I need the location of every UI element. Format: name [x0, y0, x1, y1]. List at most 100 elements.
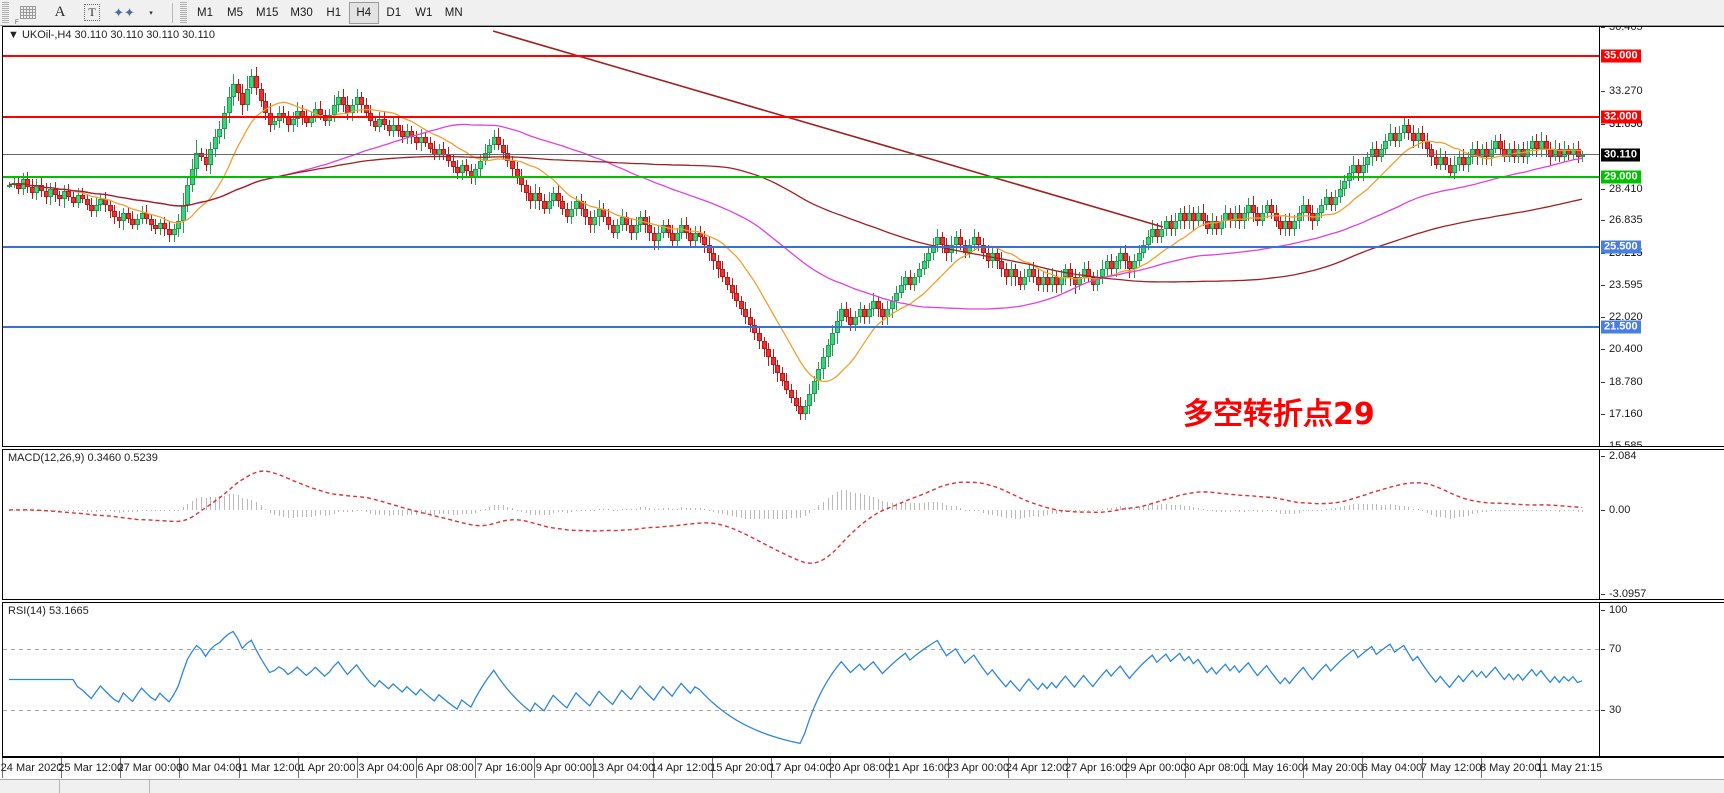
candle-body	[1219, 220, 1224, 229]
macd-histogram-bar	[1166, 503, 1167, 510]
candle-body	[1292, 220, 1297, 229]
candle-body	[926, 253, 931, 262]
macd-histogram-bar	[1344, 506, 1345, 510]
rsi-plot-region[interactable]	[3, 603, 1599, 756]
price-tag-pivot[interactable]: 29.000	[1601, 170, 1641, 184]
price-level-line[interactable]	[3, 326, 1599, 329]
candle-body	[1137, 253, 1142, 262]
chart-annotation-text[interactable]: 多空转折点29	[1183, 397, 1375, 432]
price-tag-support[interactable]: 25.500	[1601, 240, 1641, 254]
candle-body	[771, 357, 776, 366]
macd-histogram-bar	[146, 509, 147, 511]
macd-histogram-bar	[164, 509, 165, 511]
macd-histogram-bar	[1029, 509, 1030, 517]
macd-histogram-bar	[402, 509, 403, 516]
price-level-line[interactable]	[3, 55, 1599, 58]
macd-histogram-bar	[951, 505, 952, 510]
macd-histogram-bar	[46, 509, 47, 512]
timeframe-m1[interactable]: M1	[197, 6, 213, 19]
price-level-line[interactable]	[3, 154, 1599, 156]
macd-histogram-bar	[18, 509, 19, 511]
macd-histogram-bar	[1157, 504, 1158, 510]
timeframe-m30[interactable]: M30	[290, 6, 313, 19]
macd-histogram-bar	[933, 501, 934, 510]
price-plot-region[interactable]: 多空转折点29	[3, 27, 1599, 446]
macd-histogram-bar	[704, 509, 705, 511]
timeframe-h4[interactable]: H4	[348, 1, 379, 24]
macd-histogram-bar	[1061, 509, 1062, 514]
macd-histogram-bar	[23, 509, 24, 511]
chart-toolbar: F A T ✦✦ ▾ M1 M5 M15 M30 H1 H4 D1 W1 MN	[0, 0, 1724, 26]
macd-histogram-bar	[1335, 508, 1336, 510]
time-axis-label: 30 Apr 08:00	[1183, 762, 1246, 774]
price-level-line[interactable]	[3, 115, 1599, 118]
macd-histogram-bar	[768, 509, 769, 520]
price-level-line[interactable]	[3, 246, 1599, 249]
price-axis-tick: 36.465	[1600, 27, 1643, 33]
macd-histogram-bar	[96, 509, 97, 513]
time-axis-tick	[1539, 758, 1541, 778]
shapes-icon[interactable]: ✦✦	[113, 4, 135, 20]
price-level-line[interactable]	[3, 175, 1599, 178]
time-axis[interactable]: 24 Mar 2020 25 Mar 12:00 27 Mar 00:00 30 Ma…	[0, 757, 1724, 779]
macd-pane[interactable]: MACD(12,26,9) 0.3460 0.5239 2.084 0.00 -3.…	[2, 449, 1724, 600]
macd-histogram-bar	[1038, 509, 1039, 517]
timeframe-w1[interactable]: W1	[415, 6, 433, 19]
macd-histogram-bar	[55, 509, 56, 512]
text-font-icon[interactable]: A	[54, 4, 66, 20]
macd-histogram-bar	[219, 496, 220, 510]
macd-histogram-bar	[1559, 509, 1560, 512]
collapse-icon[interactable]: ▼	[8, 29, 19, 41]
candle-body	[739, 301, 744, 310]
candle-body	[821, 357, 826, 370]
candle-body	[1059, 277, 1064, 286]
time-axis-tick	[1007, 758, 1009, 778]
macd-histogram-bar	[457, 509, 458, 516]
price-axis[interactable]: 36.46533.27031.65028.41026.83525.21523.5…	[1599, 27, 1724, 446]
macd-histogram-bar	[677, 508, 678, 510]
macd-histogram-bar	[1143, 506, 1144, 510]
time-axis-tick	[1184, 758, 1186, 778]
candle-body	[711, 253, 716, 262]
rsi-pane[interactable]: RSI(14) 53.1665 100 70 30	[2, 602, 1724, 757]
macd-histogram-bar	[434, 509, 435, 515]
candle-body	[547, 200, 552, 209]
timeframe-group-handle[interactable]	[180, 1, 187, 24]
macd-histogram-bar	[558, 509, 559, 513]
candle-body	[634, 224, 639, 233]
macd-histogram-bar	[878, 498, 879, 510]
macd-histogram-bar	[315, 509, 316, 516]
price-tag-support[interactable]: 21.500	[1601, 320, 1641, 334]
timeframe-mn[interactable]: MN	[444, 6, 463, 19]
chart-area: ▼ UKOil-,H4 30.110 30.110 30.110 30.110 …	[0, 26, 1724, 793]
price-tag-last-price[interactable]: 30.110	[1601, 148, 1641, 162]
macd-histogram-bar	[1148, 505, 1149, 510]
text-label-icon[interactable]: T	[77, 1, 107, 25]
timeframe-h1[interactable]: H1	[326, 6, 342, 19]
macd-histogram-bar	[869, 496, 870, 510]
macd-histogram-bar	[306, 509, 307, 518]
timeframe-m15[interactable]: M15	[256, 6, 279, 19]
macd-histogram-bar	[914, 503, 915, 510]
time-axis-label: 1 Apr 20:00	[299, 762, 356, 774]
macd-histogram-bar	[668, 508, 669, 510]
time-axis-tick	[1244, 758, 1246, 778]
candle-body	[885, 309, 890, 318]
toolbar-drag-handle[interactable]	[2, 1, 9, 24]
price-pane[interactable]: ▼ UKOil-,H4 30.110 30.110 30.110 30.110 …	[2, 26, 1724, 447]
macd-histogram-bar	[334, 509, 335, 514]
grid-icon[interactable]: F	[13, 1, 43, 26]
price-tag-resistance[interactable]: 32.000	[1601, 110, 1641, 124]
chevron-down-icon[interactable]: ▾	[149, 9, 153, 17]
macd-plot-region[interactable]	[3, 450, 1599, 599]
timeframe-m5[interactable]: M5	[227, 6, 243, 19]
candle-body	[1095, 277, 1100, 286]
timeframe-d1[interactable]: D1	[386, 6, 402, 19]
macd-histogram-bar	[288, 509, 289, 518]
price-tag-resistance[interactable]: 35.000	[1601, 49, 1641, 63]
time-axis-label: 24 Mar 2020	[0, 762, 63, 774]
time-axis-label: 8 May 20:00	[1479, 762, 1541, 774]
time-axis-label: 27 Mar 00:00	[117, 762, 183, 774]
macd-histogram-bar	[1340, 507, 1341, 510]
macd-histogram-bar	[1093, 509, 1094, 511]
